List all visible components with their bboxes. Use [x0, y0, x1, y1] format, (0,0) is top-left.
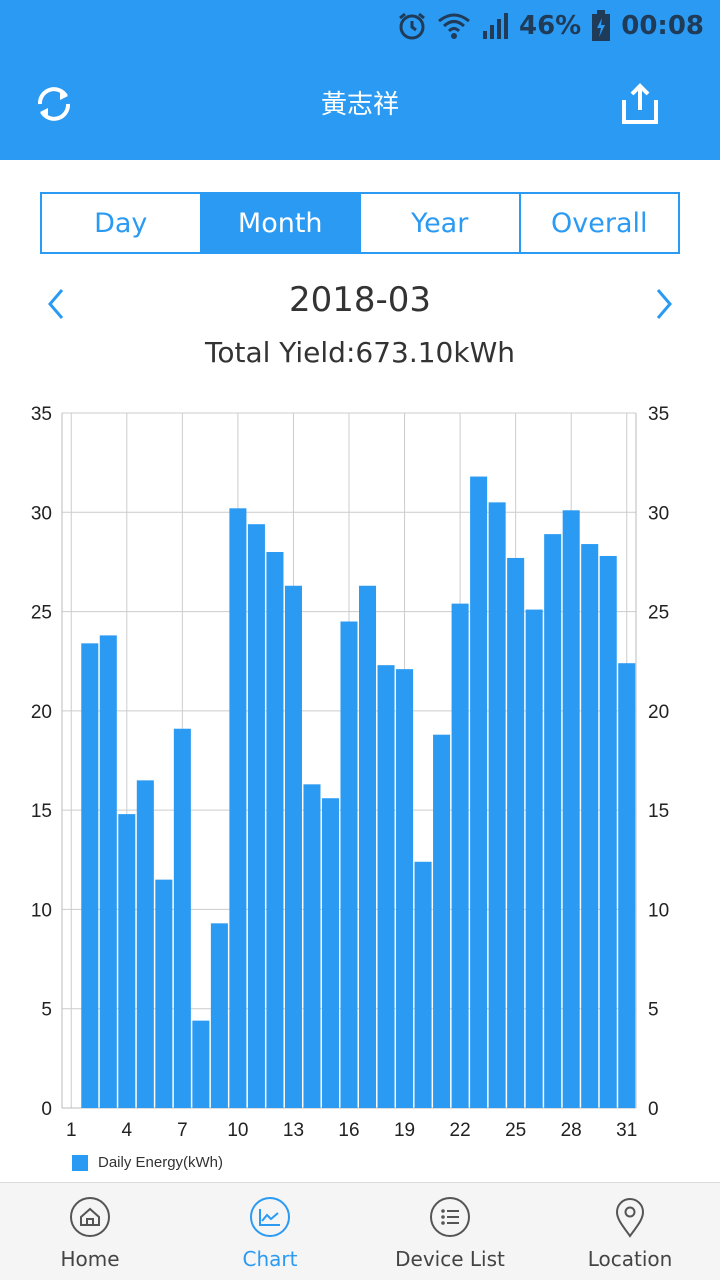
y-tick-label-right: 5: [648, 1000, 659, 1021]
tab-month[interactable]: Month: [201, 194, 361, 252]
bar-day-21: [433, 734, 451, 1108]
bar-day-4: [118, 814, 136, 1108]
list-icon: [430, 1197, 470, 1237]
x-tick-label: 4: [122, 1120, 133, 1141]
next-period-button[interactable]: [644, 282, 684, 326]
nav-chart[interactable]: Chart: [180, 1183, 360, 1280]
y-tick-label-right: 20: [648, 702, 669, 723]
wifi-icon: [438, 13, 470, 39]
battery-percent: 46%: [519, 11, 582, 41]
y-tick-label-left: 20: [31, 702, 52, 723]
signal-icon: [483, 13, 508, 39]
bar-day-2: [81, 643, 99, 1108]
legend-label: Daily Energy(kWh): [98, 1154, 224, 1171]
previous-period-button[interactable]: [36, 282, 76, 326]
x-tick-label: 22: [450, 1120, 471, 1141]
period-date: 2018-03: [288, 280, 432, 320]
y-tick-label-right: 25: [648, 603, 669, 624]
location-pin-icon: [615, 1198, 645, 1238]
bar-day-27: [544, 534, 562, 1108]
bar-day-10: [229, 508, 247, 1108]
chart-legend: Daily Energy(kWh): [72, 1154, 223, 1171]
y-tick-label-right: 30: [648, 503, 669, 524]
nav-location[interactable]: Location: [540, 1183, 720, 1280]
date-navigator: 2018-03: [0, 276, 720, 326]
bar-day-15: [321, 798, 340, 1108]
nav-location-label: Location: [587, 1247, 673, 1271]
tab-year[interactable]: Year: [361, 194, 521, 252]
refresh-button[interactable]: [28, 78, 80, 130]
y-tick-label-right: 0: [648, 1099, 659, 1120]
bar-day-8: [192, 1020, 210, 1108]
battery-charging-icon: [592, 10, 611, 41]
clock-time: 00:08: [621, 11, 704, 41]
y-tick-label-left: 30: [31, 503, 52, 524]
refresh-icon: [38, 87, 70, 121]
y-tick-label-right: 15: [648, 801, 669, 822]
bar-day-31: [618, 663, 636, 1108]
x-tick-label: 28: [561, 1120, 582, 1141]
bar-day-7: [173, 728, 191, 1108]
chevron-left-icon: [48, 289, 64, 319]
y-tick-label-left: 35: [31, 404, 52, 425]
tab-overall[interactable]: Overall: [551, 207, 648, 239]
bar-day-30: [599, 555, 617, 1108]
bar-day-25: [507, 557, 525, 1108]
bar-day-3: [99, 635, 117, 1108]
y-tick-label-left: 10: [31, 900, 52, 921]
alarm-icon: [399, 12, 425, 40]
bar-day-28: [562, 510, 580, 1108]
x-tick-label: 16: [338, 1120, 359, 1141]
y-tick-label-right: 10: [648, 900, 669, 921]
bar-day-6: [155, 879, 173, 1108]
bar-day-22: [451, 603, 469, 1108]
bar-day-17: [358, 585, 377, 1108]
bar-day-24: [488, 502, 506, 1108]
bar-day-14: [303, 784, 321, 1108]
bar-day-23: [470, 476, 488, 1108]
total-yield: Total Yield:673.10kWh: [204, 336, 515, 369]
chevron-right-icon: [656, 289, 672, 319]
bar-day-11: [247, 524, 265, 1108]
nav-home-label: Home: [60, 1247, 120, 1271]
bar-day-18: [377, 665, 395, 1108]
tab-day[interactable]: Day: [42, 194, 202, 252]
period-tabs: Day Month Year Overall: [40, 192, 680, 254]
chart-icon: [250, 1197, 290, 1237]
x-tick-label: 25: [505, 1120, 526, 1141]
daily-energy-chart: 0 0 5 5 10 10 15 15 20 20 25 25 30 30 35 35 1 4 7 10 13 16 19 2…: [31, 404, 669, 1141]
page-title: 黃志祥: [320, 90, 399, 120]
status-bar: 46% 00:08: [397, 6, 704, 46]
share-button[interactable]: [614, 78, 666, 130]
bar-day-5: [136, 780, 154, 1108]
nav-chart-label: Chart: [242, 1247, 298, 1271]
nav-home[interactable]: Home: [0, 1183, 180, 1280]
home-icon: [70, 1197, 110, 1237]
x-tick-label: 1: [66, 1120, 77, 1141]
bar-day-16: [340, 621, 358, 1108]
app-header: 46% 00:08 黃志祥: [0, 0, 720, 160]
x-tick-label: 31: [616, 1120, 637, 1141]
y-tick-label-left: 0: [41, 1099, 52, 1120]
x-tick-label: 19: [394, 1120, 415, 1141]
bottom-navigation: Home Chart Device List Location: [0, 1182, 720, 1280]
y-tick-label-left: 15: [31, 801, 52, 822]
x-tick-label: 13: [283, 1120, 304, 1141]
bar-day-12: [266, 552, 284, 1108]
y-tick-label-left: 5: [41, 1000, 52, 1021]
nav-device-list[interactable]: Device List: [360, 1183, 540, 1280]
x-tick-label: 7: [177, 1120, 188, 1141]
y-tick-label-left: 25: [31, 603, 52, 624]
legend-swatch: [72, 1154, 88, 1171]
y-tick-label-right: 35: [648, 404, 669, 425]
bar-day-29: [581, 544, 599, 1108]
bar-day-9: [210, 923, 228, 1108]
share-icon: [622, 83, 658, 124]
bar-day-13: [284, 585, 302, 1108]
bar-day-26: [525, 609, 543, 1108]
nav-device-list-label: Device List: [395, 1247, 505, 1271]
x-tick-label: 10: [227, 1120, 248, 1141]
bar-day-19: [396, 669, 414, 1108]
bar-day-20: [414, 861, 432, 1108]
